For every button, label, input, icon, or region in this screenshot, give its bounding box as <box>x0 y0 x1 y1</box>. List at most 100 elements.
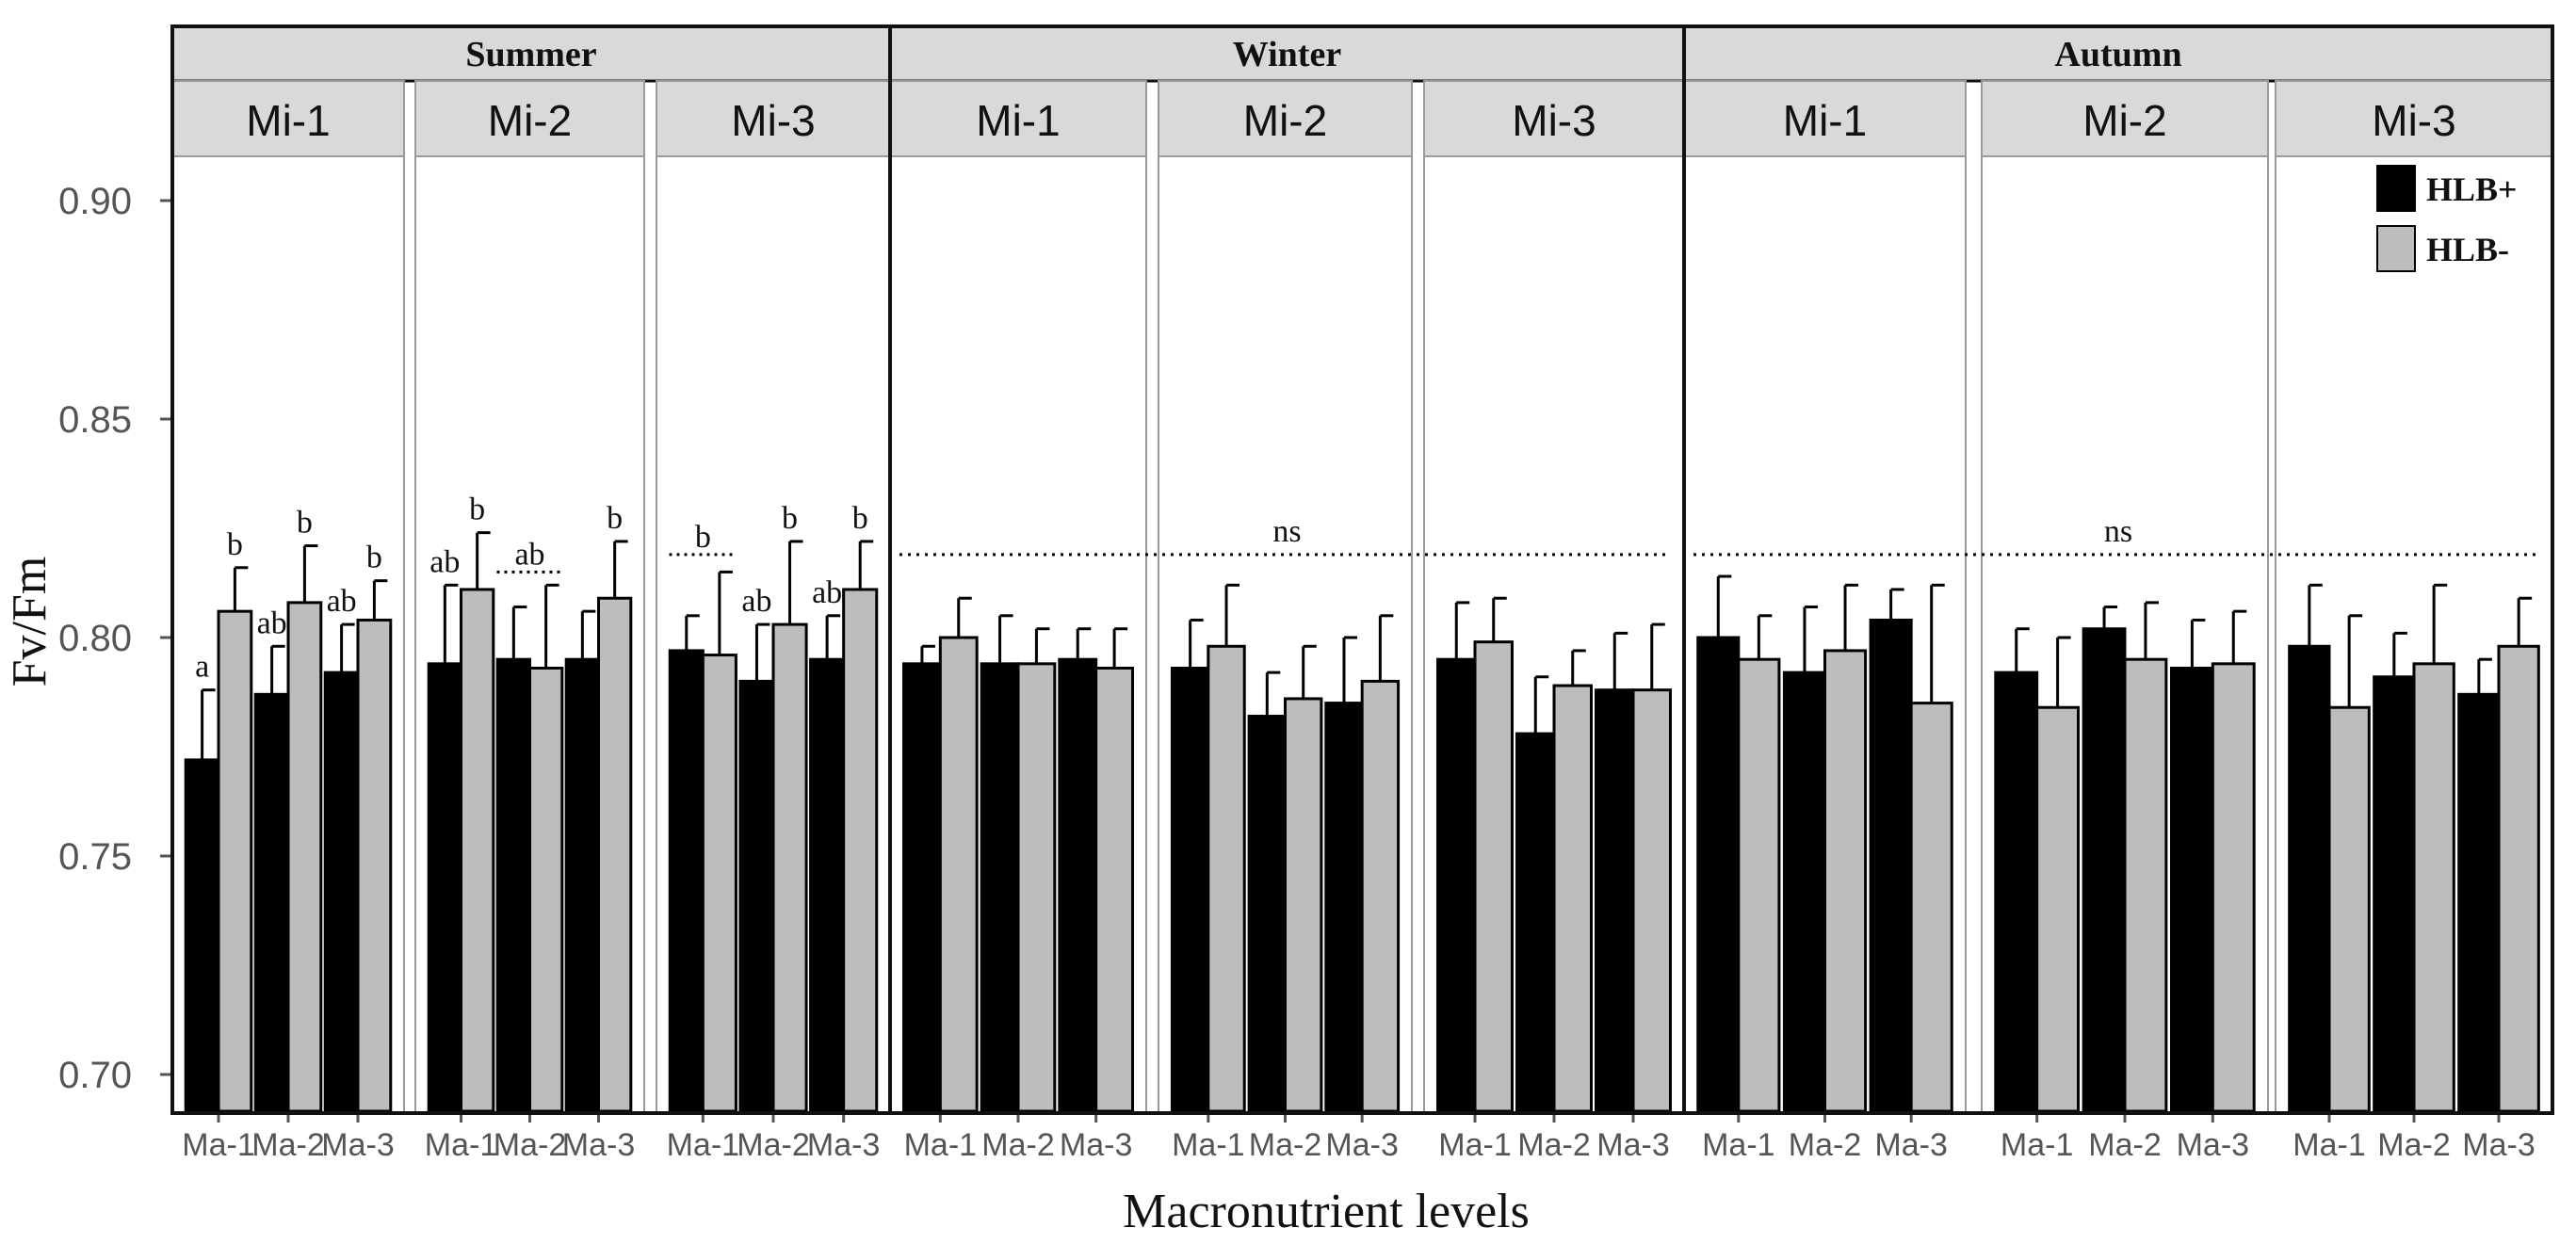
bar-hlb-pos <box>323 670 360 1113</box>
bar-hlb-pos <box>738 679 775 1113</box>
x-tick-label: Ma-2 <box>251 1127 324 1163</box>
bar-hlb-pos <box>1869 618 1913 1113</box>
x-tick-label: Ma-3 <box>1060 1127 1132 1163</box>
ns-label: ns <box>1272 514 1301 549</box>
significance-letter: b <box>366 541 382 575</box>
x-tick-label: Ma-3 <box>562 1127 635 1163</box>
bar-hlb-neg <box>1360 679 1401 1113</box>
x-tick-label: Ma-2 <box>2088 1127 2161 1163</box>
bar-hlb-pos <box>980 662 1020 1113</box>
mi-label: Mi-3 <box>1512 96 1596 145</box>
mi-label: Mi-1 <box>976 96 1060 145</box>
significance-letter: ab <box>257 606 287 640</box>
x-tick-label: Ma-3 <box>321 1127 394 1163</box>
bar-hlb-pos <box>668 649 705 1113</box>
legend-label: HLB+ <box>2426 170 2518 208</box>
bar-hlb-pos <box>495 657 532 1113</box>
x-tick-label: Ma-3 <box>1325 1127 1398 1163</box>
bar-hlb-neg <box>1552 684 1593 1113</box>
bar-hlb-neg <box>1094 666 1135 1113</box>
bar-hlb-neg <box>2035 705 2081 1113</box>
significance-letter: b <box>782 501 798 536</box>
season-border <box>1682 24 2554 1115</box>
x-tick-label: Ma-2 <box>1517 1127 1590 1163</box>
bar-hlb-pos <box>901 662 942 1113</box>
season-strip <box>888 24 1686 83</box>
significance-letter: ab <box>741 584 771 619</box>
bar-hlb-pos <box>1696 636 1741 1113</box>
x-tick-label: Ma-1 <box>1438 1127 1511 1163</box>
legend-swatch <box>2376 225 2416 272</box>
mi-label: Mi-1 <box>1783 96 1867 145</box>
x-tick-label: Ma-1 <box>2292 1127 2365 1163</box>
y-tick-label: 0.90 <box>58 181 132 222</box>
y-tick-label: 0.85 <box>58 399 132 441</box>
significance-letter: b <box>852 501 868 536</box>
bar-hlb-neg <box>2497 644 2540 1113</box>
y-tick-label: 0.70 <box>58 1055 132 1096</box>
bar-hlb-pos <box>2082 627 2127 1113</box>
x-tick-label: Ma-1 <box>667 1127 739 1163</box>
bar-hlb-neg <box>1284 697 1323 1113</box>
bar-hlb-pos <box>564 657 601 1113</box>
mi-label: Mi-2 <box>1243 96 1327 145</box>
y-tick-label: 0.75 <box>58 836 132 878</box>
mi-strip <box>171 80 405 157</box>
mi-strip <box>1158 80 1413 157</box>
bar-hlb-pos <box>2169 666 2214 1113</box>
bar-hlb-pos <box>2457 692 2501 1113</box>
x-tick-label: Ma-2 <box>494 1127 566 1163</box>
bar-hlb-pos <box>1515 732 1556 1113</box>
significance-letter: b <box>607 501 623 536</box>
bar-hlb-pos <box>2373 675 2416 1113</box>
bar-hlb-neg <box>597 596 633 1113</box>
significance-letter: a <box>195 650 209 685</box>
bar-hlb-neg <box>1737 657 1781 1113</box>
x-tick-label: Ma-2 <box>981 1127 1054 1163</box>
mi-strip <box>1981 80 2269 157</box>
bar-hlb-pos <box>1170 666 1210 1113</box>
mi-label: Mi-3 <box>2372 96 2455 145</box>
x-tick-label: Ma-1 <box>904 1127 977 1163</box>
x-tick-label: Ma-1 <box>2001 1127 2073 1163</box>
significance-letter: ab <box>514 537 544 572</box>
y-axis-title: Fv/Fm <box>3 557 57 687</box>
x-tick-label: Ma-3 <box>2462 1127 2535 1163</box>
x-tick-label: Ma-1 <box>182 1127 254 1163</box>
legend: HLB+ HLB- <box>2376 165 2518 272</box>
x-tick-label: Ma-3 <box>807 1127 880 1163</box>
bar-hlb-pos <box>1994 670 2039 1113</box>
y-tick-label: 0.80 <box>58 618 132 659</box>
significance-letter: ab <box>327 584 357 619</box>
bar-hlb-neg <box>1823 649 1868 1113</box>
bar-hlb-neg <box>1473 640 1514 1113</box>
legend-swatch <box>2376 165 2416 212</box>
bar-hlb-neg <box>938 636 979 1113</box>
mi-strip <box>889 80 1147 157</box>
bar-hlb-neg <box>1016 662 1057 1113</box>
mi-label: Mi-2 <box>488 96 572 145</box>
significance-letter: b <box>695 520 711 555</box>
bar-hlb-neg <box>1909 702 1953 1113</box>
x-tick-label: Ma-2 <box>1249 1127 1321 1163</box>
bar-hlb-pos <box>1324 702 1364 1113</box>
bar-hlb-neg <box>2327 705 2371 1113</box>
bar-hlb-neg <box>286 601 323 1113</box>
bar-hlb-neg <box>217 609 253 1113</box>
x-tick-label: Ma-3 <box>1874 1127 1947 1163</box>
bar-hlb-neg <box>1631 688 1672 1113</box>
bar-hlb-pos <box>1247 715 1288 1113</box>
bar-hlb-neg <box>2412 662 2455 1113</box>
x-tick-label: Ma-2 <box>1789 1127 1861 1163</box>
mi-label: Mi-2 <box>2082 96 2166 145</box>
bar-hlb-pos <box>1436 657 1477 1113</box>
season-label: Summer <box>465 35 596 74</box>
bar-hlb-neg <box>2211 662 2256 1113</box>
bar-hlb-pos <box>184 758 220 1113</box>
bar-hlb-neg <box>2123 657 2168 1113</box>
bar-hlb-neg <box>460 588 495 1113</box>
season-label: Winter <box>1233 35 1342 74</box>
mi-strip <box>2275 80 2553 157</box>
